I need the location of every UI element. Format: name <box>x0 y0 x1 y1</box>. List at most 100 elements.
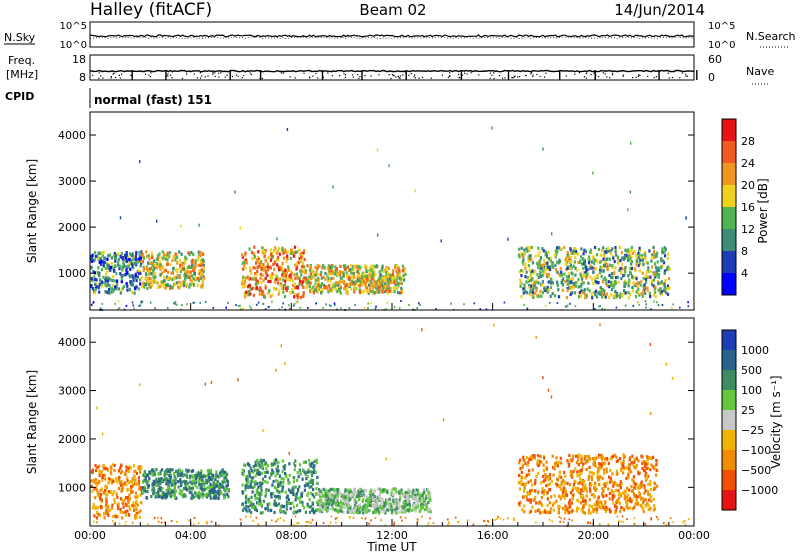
echo-cell <box>373 269 376 273</box>
echo-cell <box>534 291 537 295</box>
echo-cell <box>321 508 324 512</box>
echo-cell <box>602 263 606 267</box>
echo-cell <box>340 270 343 275</box>
echo-cell <box>623 267 626 272</box>
echo-cell <box>310 288 313 293</box>
echo-cell <box>580 480 584 484</box>
echo-cell <box>610 249 613 253</box>
echo-cell <box>631 507 634 511</box>
echo-cell <box>135 250 138 255</box>
echo-cell <box>611 472 614 476</box>
echo-cell <box>162 494 165 498</box>
echo-cell <box>463 303 465 306</box>
echo-cell <box>556 260 559 264</box>
echo-cell <box>193 261 196 265</box>
echo-cell <box>588 504 591 508</box>
echo-cell <box>247 500 250 504</box>
echo-cell <box>164 286 167 290</box>
echo-cell <box>624 291 627 295</box>
echo-cell <box>617 261 620 265</box>
echo-cell <box>163 478 166 482</box>
echo-cell <box>129 480 132 484</box>
echo-cell <box>153 266 156 270</box>
echo-cell <box>168 251 172 255</box>
nave-point <box>466 73 468 75</box>
echo-cell <box>655 468 658 472</box>
echo-cell <box>314 470 317 474</box>
echo-cell <box>638 486 641 490</box>
echo-cell <box>378 285 381 289</box>
echo-cell <box>582 271 585 275</box>
echo-cell <box>184 494 187 498</box>
echo-cell <box>374 489 377 493</box>
echo-cell <box>641 291 644 295</box>
echo-cell <box>155 266 158 270</box>
echo-cell <box>421 499 424 503</box>
nave-point <box>470 72 472 74</box>
echo-cell <box>541 269 544 273</box>
echo-cell <box>574 454 578 458</box>
echo-cell <box>551 454 554 458</box>
echo-cell <box>636 282 639 286</box>
echo-cell <box>174 276 177 280</box>
echo-cell <box>287 268 290 272</box>
echo-cell <box>387 502 390 506</box>
echo-cell <box>627 284 630 288</box>
nave-point <box>199 72 201 74</box>
echo-cell <box>614 266 617 270</box>
echo-cell <box>620 461 623 465</box>
echo-cell <box>264 276 267 280</box>
nave-point <box>100 75 102 77</box>
echo-cell <box>398 269 401 273</box>
echo-cell <box>155 468 158 472</box>
echo-cell <box>617 259 620 263</box>
echo-cell <box>95 285 98 289</box>
nave-point <box>149 76 151 78</box>
echo-cell <box>223 470 226 474</box>
echo-cell <box>526 276 529 280</box>
echo-cell <box>642 507 645 511</box>
echo-cell <box>613 283 616 287</box>
echo-cell <box>556 270 559 274</box>
echo-cell <box>135 501 138 505</box>
echo-cell <box>243 292 246 296</box>
nave-point <box>545 72 547 74</box>
echo-cell <box>107 254 110 258</box>
echo-cell <box>325 502 328 506</box>
echo-cell <box>133 291 136 295</box>
echo-cell <box>341 498 344 502</box>
echo-cell <box>157 264 160 268</box>
echo-cell <box>328 507 331 511</box>
echo-cell <box>385 289 388 293</box>
echo-cell <box>561 283 564 287</box>
echo-cell <box>329 487 332 491</box>
echo-cell <box>614 246 617 250</box>
echo-cell <box>644 300 647 303</box>
echo-cell <box>376 148 379 152</box>
echo-cell <box>349 268 352 272</box>
echo-cell <box>290 490 293 494</box>
echo-cell <box>537 491 540 495</box>
echo-cell <box>176 480 180 484</box>
echo-cell <box>561 288 564 292</box>
echo-cell <box>602 278 605 282</box>
echo-cell <box>147 254 150 258</box>
nave-point <box>397 75 399 77</box>
echo-cell <box>227 301 229 304</box>
echo-cell <box>414 493 417 497</box>
echo-cell <box>304 460 307 464</box>
echo-cell <box>309 264 312 268</box>
echo-cell <box>214 485 217 489</box>
echo-cell <box>385 268 388 272</box>
echo-cell <box>557 507 560 511</box>
echo-cell <box>645 462 648 467</box>
echo-cell <box>338 272 341 276</box>
echo-cell <box>136 275 139 279</box>
echo-cell <box>159 262 162 267</box>
echo-cell <box>593 507 596 511</box>
echo-cell <box>593 290 596 295</box>
nave-point <box>679 77 681 79</box>
echo-cell <box>652 465 655 469</box>
echo-cell <box>131 275 134 279</box>
echo-cell <box>101 254 104 258</box>
